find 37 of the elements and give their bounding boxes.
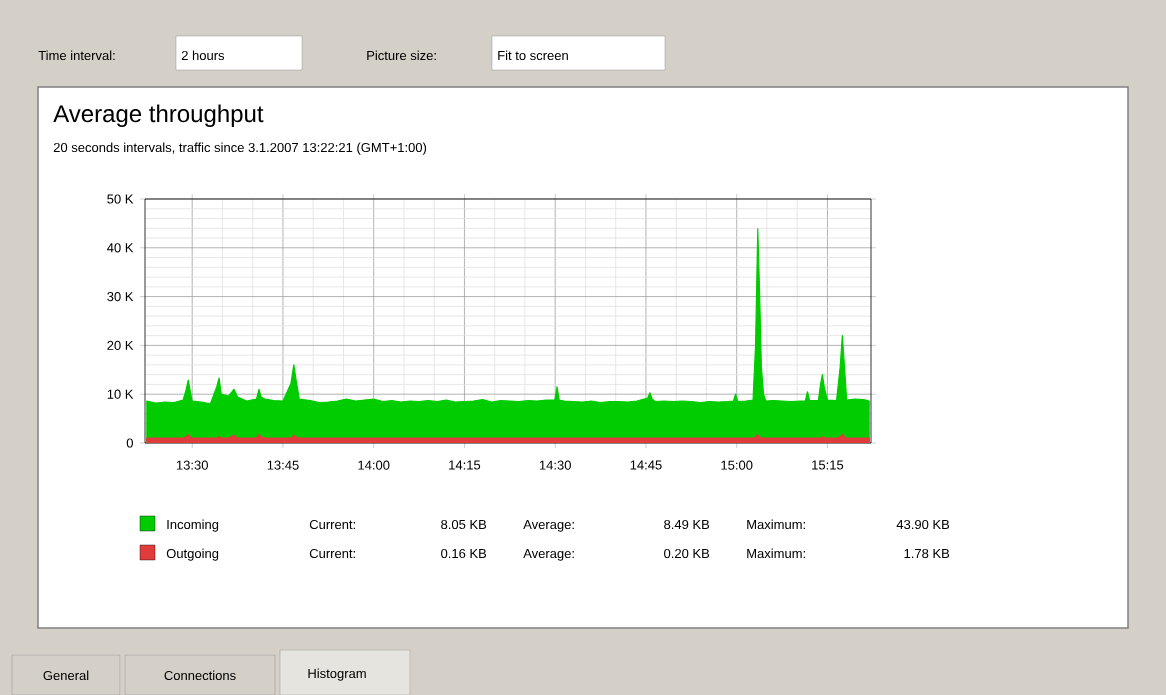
- x-tick-label: 14:45: [630, 460, 662, 470]
- text: 2 hours: [181, 50, 225, 61]
- text: 43.90 KB: [896, 519, 950, 530]
- y-tick-label: 40 K: [107, 243, 134, 253]
- text: 1.78 KB: [904, 548, 950, 559]
- text: Picture size:: [367, 50, 436, 61]
- text: Fit to screen: [498, 50, 568, 61]
- text: Average:: [523, 519, 574, 532]
- x-tick-label: 15:15: [812, 460, 844, 470]
- text: Time interval:: [38, 50, 115, 61]
- legend-label: Outgoing: [166, 548, 219, 561]
- text: 0.16 KB: [441, 548, 487, 559]
- x-tick-label: 14:00: [358, 460, 390, 470]
- x-tick-label: 14:15: [449, 460, 481, 470]
- text: Average:: [523, 548, 574, 561]
- chart-title: Average throughput: [53, 104, 264, 127]
- x-tick-label: 14:30: [539, 460, 571, 470]
- text: Current:: [309, 548, 355, 559]
- text: Histogram: [308, 668, 366, 681]
- text: Maximum:: [747, 548, 805, 559]
- y-tick-label: 20 K: [107, 340, 134, 350]
- text: 0.20 KB: [664, 548, 710, 559]
- y-tick-label: 10 K: [107, 389, 134, 399]
- text: 8.49 KB: [664, 519, 710, 530]
- x-tick-label: 15:00: [721, 460, 753, 470]
- text: Connections: [164, 670, 236, 681]
- chart-subtitle: 20 seconds intervals, traffic since 3.1.2007 13:22:21 (GMT+1:00): [53, 142, 427, 155]
- x-tick-label: 13:45: [267, 460, 299, 470]
- text: General: [43, 670, 89, 681]
- y-tick-label: 50 K: [107, 194, 134, 204]
- legend-label: Incoming: [167, 519, 219, 532]
- y-tick-label: 0: [126, 438, 133, 448]
- text: Current:: [309, 519, 355, 530]
- y-tick-label: 30 K: [107, 291, 134, 302]
- text: 8.05 KB: [441, 519, 487, 530]
- x-tick-label: 13:30: [176, 460, 208, 470]
- text: Maximum:: [747, 519, 805, 530]
